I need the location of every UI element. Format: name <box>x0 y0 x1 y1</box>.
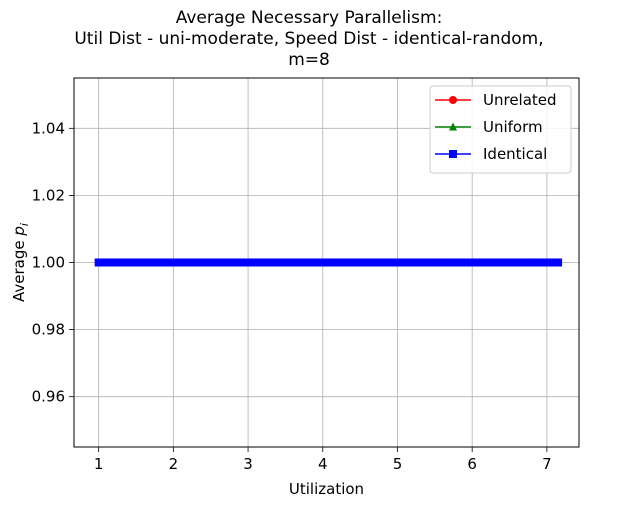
x-tick-label: 5 <box>393 455 403 473</box>
x-tick-label: 1 <box>94 455 104 473</box>
legend-marker <box>449 150 457 158</box>
y-axis-label: Average pi <box>10 223 31 302</box>
x-axis-ticks: 1 2 3 4 5 6 7 <box>94 447 552 473</box>
chart-title-line: Average Necessary Parallelism: <box>176 8 443 28</box>
y-axis-label-variable: p <box>10 226 28 237</box>
legend-label: Uniform <box>483 118 543 136</box>
legend-item-unrelated: Unrelated <box>435 91 557 109</box>
legend: Unrelated Uniform Identical <box>429 85 572 174</box>
y-tick-label: 1.00 <box>32 254 65 272</box>
legend-marker <box>449 122 457 131</box>
y-tick-label: 0.96 <box>32 388 65 406</box>
x-tick-label: 6 <box>467 455 477 473</box>
y-axis-label-subscript: i <box>18 223 31 226</box>
y-tick-label: 1.02 <box>32 186 65 204</box>
legend-box <box>429 85 572 174</box>
y-axis-ticks: 0.96 0.98 1.00 1.02 1.04 <box>32 119 74 406</box>
data-point <box>554 258 563 267</box>
y-tick-label: 1.04 <box>32 119 65 137</box>
x-tick-label: 3 <box>243 455 253 473</box>
x-tick-label: 7 <box>542 455 552 473</box>
legend-item-identical: Identical <box>435 145 547 163</box>
legend-item-uniform: Uniform <box>435 118 543 136</box>
series-lines <box>94 258 563 267</box>
chart-title: Average Necessary Parallelism:Util Dist … <box>74 8 543 70</box>
x-tick-label: 2 <box>169 455 179 473</box>
chart-title-line: m=8 <box>288 50 330 70</box>
x-axis-label: Utilization <box>289 480 364 498</box>
chart-title-line: Util Dist - uni-moderate, Speed Dist - i… <box>74 29 543 49</box>
series-identical <box>94 258 563 267</box>
x-tick-label: 4 <box>318 455 328 473</box>
legend-label: Identical <box>483 145 547 163</box>
y-tick-label: 0.98 <box>32 321 65 339</box>
legend-label: Unrelated <box>483 91 557 109</box>
y-axis-label-prefix: Average <box>10 236 28 302</box>
legend-marker <box>449 96 457 104</box>
